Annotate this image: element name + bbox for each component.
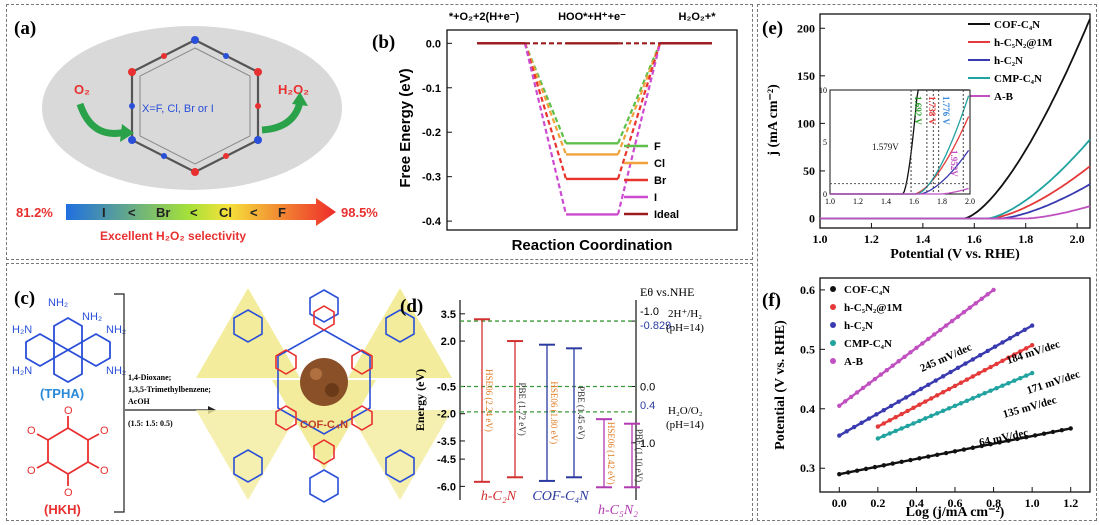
frame-top-left [6,4,753,260]
frame-bottom-left [6,263,753,521]
frame-right [757,4,1097,521]
